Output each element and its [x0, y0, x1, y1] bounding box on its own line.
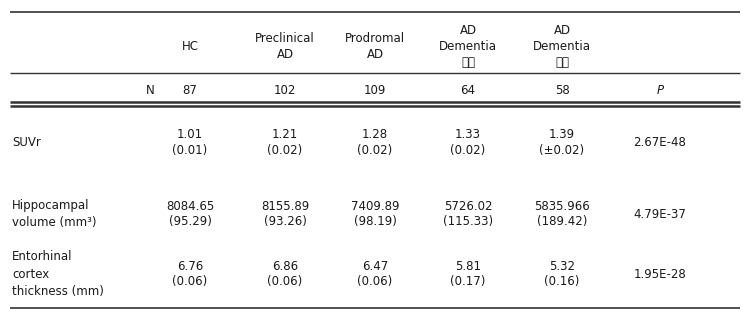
- Text: Hippocampal
volume (mm³): Hippocampal volume (mm³): [12, 199, 96, 229]
- Text: 87: 87: [182, 83, 198, 97]
- Text: 102: 102: [274, 83, 296, 97]
- Text: 8155.89
(93.26): 8155.89 (93.26): [261, 200, 309, 229]
- Text: 5.81
(0.17): 5.81 (0.17): [451, 260, 486, 289]
- Text: 1.01
(0.01): 1.01 (0.01): [173, 128, 207, 156]
- Text: 5835.966
(189.42): 5835.966 (189.42): [534, 200, 590, 229]
- Text: 1.39
(±0.02): 1.39 (±0.02): [539, 128, 584, 156]
- Text: P: P: [656, 83, 664, 97]
- Text: 6.47
(0.06): 6.47 (0.06): [357, 260, 393, 289]
- Text: Prodromal
AD: Prodromal AD: [345, 32, 405, 61]
- Text: Preclinical
AD: Preclinical AD: [255, 32, 315, 61]
- Text: N: N: [146, 83, 155, 97]
- Text: 1.95E-28: 1.95E-28: [634, 268, 686, 280]
- Text: AD
Dementia
씻기: AD Dementia 씻기: [439, 24, 497, 69]
- Text: 6.76
(0.06): 6.76 (0.06): [173, 260, 207, 289]
- Text: 58: 58: [555, 83, 569, 97]
- Text: 8084.65
(95.29): 8084.65 (95.29): [166, 200, 214, 229]
- Text: 6.86
(0.06): 6.86 (0.06): [267, 260, 303, 289]
- Text: 2.67E-48: 2.67E-48: [634, 136, 686, 148]
- Text: 5.32
(0.16): 5.32 (0.16): [544, 260, 580, 289]
- Text: 7409.89
(98.19): 7409.89 (98.19): [351, 200, 400, 229]
- Text: HC: HC: [182, 40, 198, 52]
- Text: 1.21
(0.02): 1.21 (0.02): [267, 128, 303, 156]
- Text: 1.28
(0.02): 1.28 (0.02): [357, 128, 393, 156]
- Text: 5726.02
(115.33): 5726.02 (115.33): [443, 200, 493, 229]
- Text: Entorhinal
cortex
thickness (mm): Entorhinal cortex thickness (mm): [12, 251, 104, 298]
- Text: 64: 64: [460, 83, 475, 97]
- Text: 109: 109: [363, 83, 386, 97]
- Text: AD
Dementia
중기: AD Dementia 중기: [533, 24, 591, 69]
- Text: 1.33
(0.02): 1.33 (0.02): [451, 128, 486, 156]
- Text: SUVr: SUVr: [12, 136, 41, 148]
- Text: 4.79E-37: 4.79E-37: [634, 207, 686, 221]
